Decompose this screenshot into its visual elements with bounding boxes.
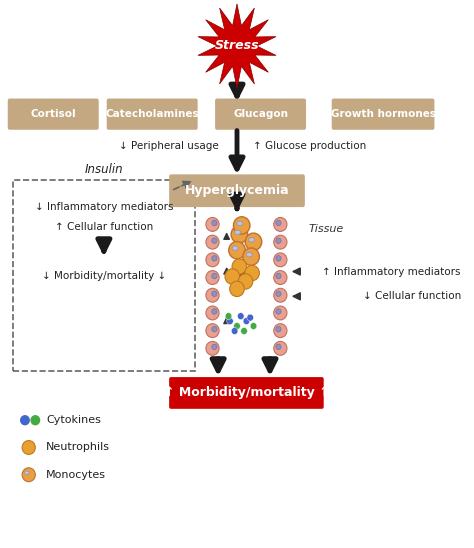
Text: Stress: Stress xyxy=(215,39,259,53)
Circle shape xyxy=(276,344,281,350)
Circle shape xyxy=(212,327,217,332)
Circle shape xyxy=(231,328,238,334)
Circle shape xyxy=(212,291,217,296)
Circle shape xyxy=(243,318,250,324)
Text: ↓ Inflammatory mediators: ↓ Inflammatory mediators xyxy=(35,202,173,212)
Ellipse shape xyxy=(248,238,255,242)
Circle shape xyxy=(276,238,281,243)
Circle shape xyxy=(245,233,262,250)
Circle shape xyxy=(21,416,29,425)
Circle shape xyxy=(276,255,281,261)
Circle shape xyxy=(230,281,244,296)
Ellipse shape xyxy=(235,230,240,235)
Circle shape xyxy=(206,306,219,320)
Text: ↑ Inflammatory mediators: ↑ Inflammatory mediators xyxy=(322,266,461,277)
Circle shape xyxy=(206,288,219,302)
Circle shape xyxy=(206,324,219,338)
Circle shape xyxy=(225,269,239,284)
Ellipse shape xyxy=(25,471,29,475)
Circle shape xyxy=(206,235,219,249)
Text: Tissue: Tissue xyxy=(309,225,344,235)
Circle shape xyxy=(276,220,281,226)
Circle shape xyxy=(276,273,281,279)
Circle shape xyxy=(206,253,219,267)
Circle shape xyxy=(276,309,281,314)
Circle shape xyxy=(274,218,287,231)
Circle shape xyxy=(212,273,217,279)
Circle shape xyxy=(276,291,281,296)
Circle shape xyxy=(274,341,287,355)
Circle shape xyxy=(206,341,219,355)
Circle shape xyxy=(243,248,259,265)
Circle shape xyxy=(247,314,254,321)
Circle shape xyxy=(31,416,39,425)
Text: ↑ Cellular function: ↑ Cellular function xyxy=(55,222,153,232)
Text: ↓ Cellular function: ↓ Cellular function xyxy=(363,292,461,301)
Circle shape xyxy=(237,313,244,319)
Circle shape xyxy=(274,235,287,249)
Circle shape xyxy=(212,238,217,243)
Circle shape xyxy=(250,323,257,329)
Text: Growth hormones: Growth hormones xyxy=(330,110,436,119)
Circle shape xyxy=(225,313,232,319)
Circle shape xyxy=(232,259,246,274)
Text: ↑ Glucose production: ↑ Glucose production xyxy=(254,141,367,151)
Circle shape xyxy=(274,253,287,267)
Text: Monocytes: Monocytes xyxy=(46,470,106,480)
Circle shape xyxy=(234,217,250,234)
Circle shape xyxy=(238,274,253,289)
FancyBboxPatch shape xyxy=(215,99,306,130)
Text: Insulin: Insulin xyxy=(84,163,123,176)
FancyBboxPatch shape xyxy=(169,174,305,207)
Circle shape xyxy=(274,324,287,338)
FancyBboxPatch shape xyxy=(332,99,435,130)
Circle shape xyxy=(206,271,219,284)
Circle shape xyxy=(231,226,247,243)
Circle shape xyxy=(212,344,217,350)
Circle shape xyxy=(245,265,259,281)
Circle shape xyxy=(276,327,281,332)
Text: Hyperglycemia: Hyperglycemia xyxy=(185,184,289,197)
Circle shape xyxy=(227,318,233,324)
Ellipse shape xyxy=(246,253,252,257)
Ellipse shape xyxy=(232,246,238,250)
Text: Neutrophils: Neutrophils xyxy=(46,442,110,453)
Circle shape xyxy=(241,328,247,334)
Text: ↓ Peripheral usage: ↓ Peripheral usage xyxy=(119,141,219,151)
Circle shape xyxy=(212,220,217,226)
FancyBboxPatch shape xyxy=(8,99,99,130)
Polygon shape xyxy=(198,4,276,88)
Text: ↓ Morbidity/mortality ↓: ↓ Morbidity/mortality ↓ xyxy=(42,271,166,282)
Text: Glucagon: Glucagon xyxy=(233,110,288,119)
FancyBboxPatch shape xyxy=(107,99,198,130)
Text: Cortisol: Cortisol xyxy=(30,110,76,119)
Circle shape xyxy=(234,323,240,329)
Circle shape xyxy=(206,218,219,231)
Circle shape xyxy=(229,242,245,259)
Circle shape xyxy=(274,288,287,302)
Text: Cytokines: Cytokines xyxy=(46,415,101,425)
Text: Catecholamines: Catecholamines xyxy=(105,110,199,119)
Circle shape xyxy=(212,255,217,261)
Circle shape xyxy=(274,306,287,320)
Text: ↑ Morbidity/mortality ↑: ↑ Morbidity/mortality ↑ xyxy=(164,386,329,399)
Circle shape xyxy=(22,468,36,482)
Circle shape xyxy=(274,271,287,284)
Ellipse shape xyxy=(237,221,243,226)
Circle shape xyxy=(22,441,36,454)
Circle shape xyxy=(212,309,217,314)
FancyBboxPatch shape xyxy=(169,377,324,409)
